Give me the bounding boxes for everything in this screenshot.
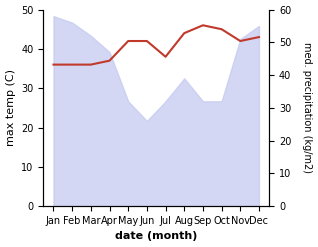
Y-axis label: max temp (C): max temp (C) (5, 69, 16, 146)
Y-axis label: med. precipitation (kg/m2): med. precipitation (kg/m2) (302, 42, 313, 173)
X-axis label: date (month): date (month) (115, 231, 197, 242)
